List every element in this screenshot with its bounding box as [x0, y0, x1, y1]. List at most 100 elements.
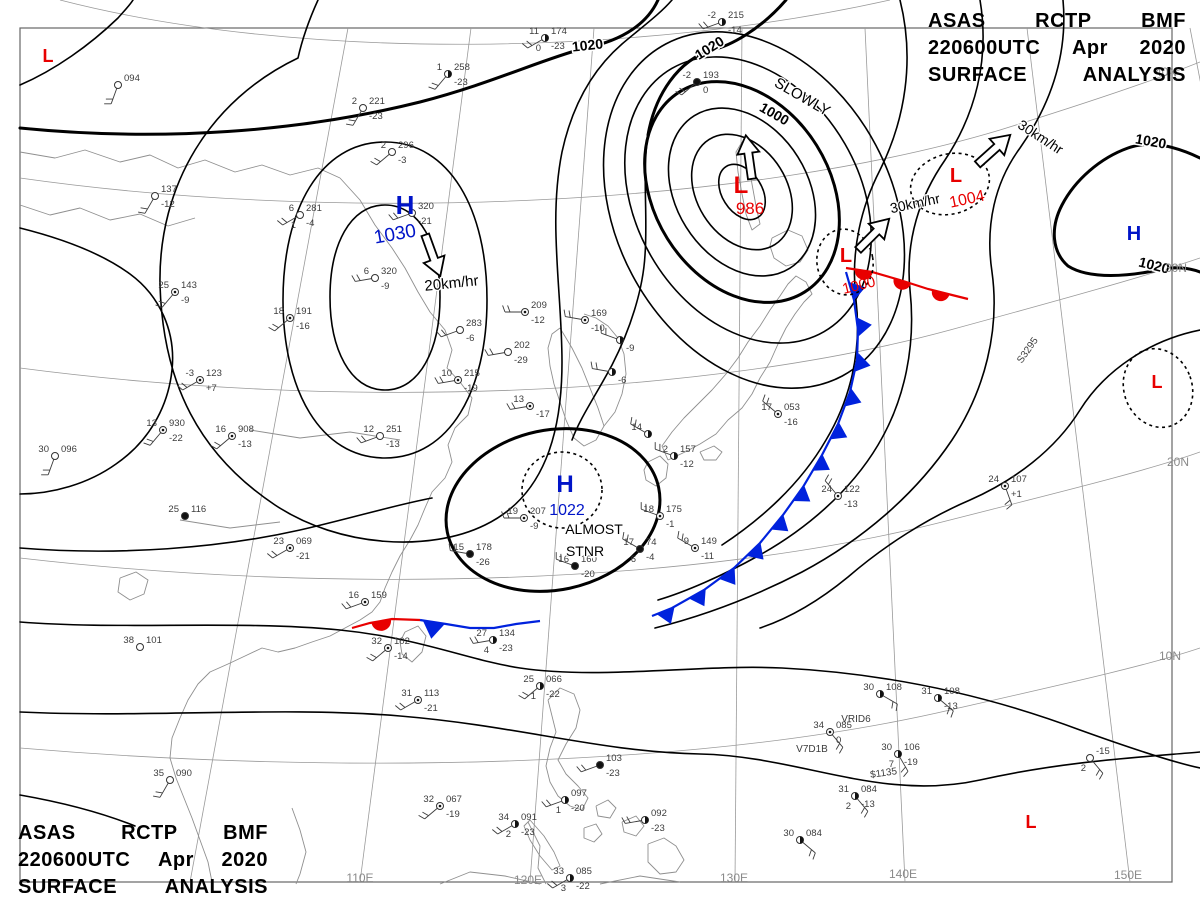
latitude-line — [19, 647, 1200, 764]
map-text: -9 — [530, 521, 538, 532]
station-plot: 32 067 -19 — [418, 794, 462, 820]
title-word: Apr — [157, 849, 194, 871]
wind-barb-feather — [547, 883, 553, 889]
station-symbol-half — [898, 750, 902, 758]
map-text: 6 — [289, 203, 294, 214]
station-plot: 2 157 -12 — [654, 442, 696, 470]
center-pressure-value: 1000 — [841, 273, 877, 298]
wind-barb-feather — [551, 880, 558, 886]
station-plot: 12 251 -13 — [356, 424, 402, 450]
map-text: 13 — [513, 394, 524, 405]
wind-barb-feather — [766, 397, 770, 405]
wind-barb-feather — [1098, 773, 1104, 780]
wind-barb-feather — [546, 799, 552, 806]
station-plot: 23 069 -21 — [267, 536, 312, 562]
map-text: -2 — [708, 10, 716, 21]
wind-barb-feather — [153, 795, 161, 798]
wind-barb-feather — [501, 511, 505, 519]
station-plot: 30 108 — [863, 682, 902, 711]
map-text: 107 — [1011, 474, 1027, 485]
cold-front-triangle — [688, 589, 706, 607]
station-symbol — [466, 550, 474, 558]
wind-barb-feather — [474, 636, 479, 643]
station-symbol-half — [855, 792, 859, 800]
wind-barb-feather — [860, 807, 866, 814]
station-symbol — [388, 148, 396, 156]
isobar — [19, 497, 433, 552]
movement-arrow — [853, 217, 891, 255]
latitude-line — [19, 61, 1200, 204]
isobar-value-label: 1020 — [571, 35, 604, 54]
station-symbol-half — [545, 34, 549, 42]
wind-barb-feather — [812, 852, 816, 860]
map-text: -9 — [381, 281, 389, 292]
station-symbol-dot — [438, 804, 442, 808]
wind-barb-feather — [518, 694, 525, 700]
map-text: -13 — [386, 439, 400, 450]
map-text: 2 — [352, 96, 357, 107]
map-text: -23 — [499, 643, 513, 654]
map-text: -9 — [626, 343, 634, 354]
map-text: 143 — [181, 280, 197, 291]
station-plot: 169-10 — [563, 308, 607, 334]
map-text: 209 — [531, 300, 547, 311]
map-frame-layer — [19, 27, 1173, 883]
map-text: 0 — [536, 43, 541, 54]
cold-front-triangle — [771, 514, 789, 532]
longitude-label: 150E — [1114, 868, 1142, 882]
station-plot: 283-6 — [436, 318, 482, 344]
wind-barb-feather — [900, 766, 906, 773]
map-text: 25 — [168, 504, 179, 515]
station-plot: 209-12 — [502, 300, 547, 326]
map-text: 149 — [701, 536, 717, 547]
coastline — [643, 455, 669, 487]
station-symbol — [408, 209, 416, 217]
map-text: 085 — [576, 866, 592, 877]
map-text: 2 — [381, 140, 386, 151]
wind-barb-feather — [675, 90, 682, 96]
warm-front-semicircle — [371, 619, 392, 631]
station-symbol — [151, 192, 159, 200]
map-text: -2 — [683, 70, 691, 81]
wind-barb-feather — [441, 329, 447, 336]
station-plot: 34 091 -23 2 — [492, 812, 537, 840]
wind-barb-feather — [267, 553, 273, 559]
misc-station-label: V7D1B — [796, 744, 828, 755]
station-symbol-half — [570, 874, 574, 882]
wind-barb-feather — [388, 214, 394, 221]
map-text: 19 — [507, 506, 518, 517]
longitude-line — [1026, 27, 1131, 883]
station-plot: 27 134 -23 4 — [469, 628, 515, 656]
wind-barb-feather — [1006, 504, 1013, 510]
wind-barb-feather — [428, 86, 436, 90]
station-symbol — [504, 348, 512, 356]
map-text: 174 — [551, 26, 567, 37]
wind-barb-feather — [351, 275, 356, 282]
map-text: 102 — [394, 636, 410, 647]
wind-barb-feather — [395, 705, 401, 711]
wind-barb-feather — [272, 323, 279, 329]
longitude-label: 130E — [720, 871, 748, 885]
map-text: -3 — [398, 155, 406, 166]
wind-barb-feather — [138, 211, 146, 214]
wind-barb-feather — [827, 478, 833, 485]
station-symbol-half — [648, 430, 652, 438]
cold-front-triangle — [812, 454, 830, 471]
wind-barb-feather — [439, 376, 444, 383]
station-symbol — [693, 78, 701, 86]
low-center-symbol: L — [1026, 812, 1037, 832]
station-symbol — [571, 562, 579, 570]
wind-barb-feather — [863, 811, 869, 818]
high-center-symbol: H — [1127, 223, 1141, 245]
map-text: 31 — [401, 688, 412, 699]
station-symbol — [181, 512, 189, 520]
misc-label-layer: VRID6 V7D1B $1135 S3295 — [796, 335, 1041, 781]
station-symbol — [1086, 754, 1094, 762]
wind-barb-feather — [484, 349, 489, 356]
latitude-line — [59, 0, 891, 45]
map-text: 084 — [861, 784, 877, 795]
map-text: 084 — [806, 828, 822, 839]
longitude-label: 120E — [514, 873, 542, 887]
coastline-layer — [19, 141, 813, 885]
map-text: -23 — [369, 111, 383, 122]
